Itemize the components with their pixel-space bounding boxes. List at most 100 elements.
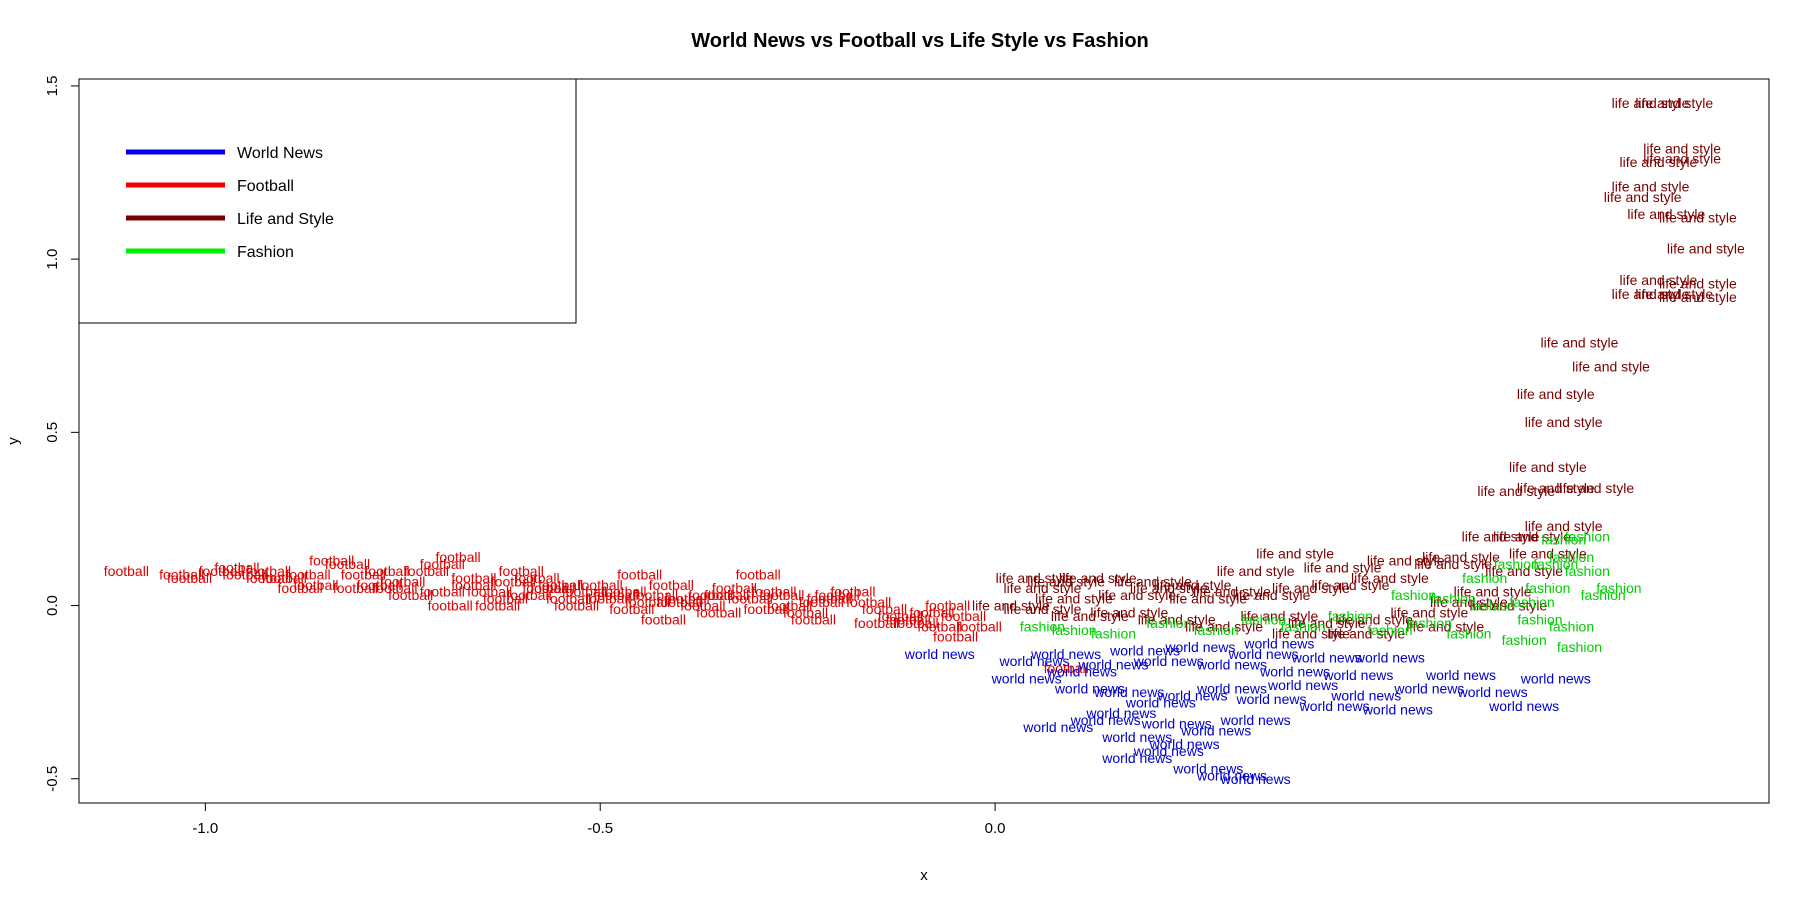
data-point-label: football [530, 580, 575, 596]
data-point-label: life and style [1130, 580, 1208, 596]
data-point-label: life and style [1367, 553, 1445, 569]
x-tick-label: -0.5 [587, 820, 613, 837]
data-point-label: football [293, 577, 338, 593]
data-point-label: football [246, 570, 291, 586]
data-point-label: football [941, 608, 986, 624]
legend: World News Football Life and Style Fashi… [78, 78, 577, 324]
data-point-label: football [538, 577, 583, 593]
data-point-label: football [104, 563, 149, 579]
data-point-label: football [483, 591, 528, 607]
data-point-label: life and style [1604, 189, 1682, 205]
data-point-label: fashion [1280, 618, 1325, 634]
data-point-label: football [562, 584, 607, 600]
data-point-label: life and style [1090, 604, 1168, 620]
data-point-label: football [815, 587, 860, 603]
data-point-label: fashion [1470, 598, 1515, 614]
x-axis: -1.0 -0.5 0.0 [192, 802, 1006, 837]
data-point-label: football [420, 556, 465, 572]
data-point-label: life and style [1288, 615, 1366, 631]
y-axis-label: y [5, 437, 22, 445]
data-point-label: world news [1101, 729, 1172, 745]
data-point-label: life and style [1454, 584, 1532, 600]
data-point-label: fashion [1557, 639, 1602, 655]
data-point-label: football [159, 566, 204, 582]
data-point-label: life and style [1659, 210, 1737, 226]
y-tick-label: 0.5 [44, 422, 61, 443]
data-point-label: life and style [1233, 587, 1311, 603]
data-point-label: fashion [1581, 587, 1626, 603]
data-point-label: life and style [1138, 611, 1216, 627]
data-point-label: fashion [1549, 549, 1594, 565]
data-point-label: life and style [1541, 334, 1619, 350]
data-point-label: football [262, 570, 307, 586]
data-point-label: football [680, 598, 725, 614]
data-point-label: life and style [1059, 570, 1137, 586]
data-point-label: world news [1164, 639, 1235, 655]
data-point-label: football [278, 580, 323, 596]
data-point-label: life and style [1525, 518, 1603, 534]
data-point-label: fashion [1541, 532, 1586, 548]
data-point-label: world news [1046, 663, 1117, 679]
data-point-label: fashion [1091, 625, 1136, 641]
data-point-label: life and style [1462, 528, 1540, 544]
data-point-label: world news [999, 653, 1070, 669]
data-point-label: life and style [1635, 286, 1713, 302]
data-point-label: life and style [1627, 206, 1705, 222]
data-point-label: fashion [1407, 615, 1452, 631]
data-point-label: football [380, 573, 425, 589]
data-point-label: world news [1196, 656, 1267, 672]
data-point-label: football [451, 577, 496, 593]
data-point-label: life and style [1193, 584, 1271, 600]
data-point-label: football [428, 598, 473, 614]
data-point-label: football [649, 577, 694, 593]
data-point-label: life and style [1035, 591, 1113, 607]
data-point-label: football [514, 570, 559, 586]
y-axis: -0.5 0.0 0.5 1.0 1.5 [44, 75, 80, 792]
data-point-label: football [633, 587, 678, 603]
data-point-label: world news [1022, 719, 1093, 735]
data-point-label: football [665, 591, 710, 607]
data-point-label: world news [1078, 656, 1149, 672]
data-point-label: fashion [1194, 622, 1239, 638]
data-point-label: football [862, 601, 907, 617]
data-point-label: life and style [1414, 556, 1492, 572]
data-point-label: world news [1070, 712, 1141, 728]
data-point-label: life and style [1240, 608, 1318, 624]
data-point-label: life and style [996, 570, 1074, 586]
data-point-label: life and style [1525, 414, 1603, 430]
data-point-label: life and style [1391, 604, 1469, 620]
data-point-label: world news [1093, 684, 1164, 700]
legend-entry-fashion: Fashion [126, 244, 294, 261]
data-point-label: football [783, 604, 828, 620]
data-point-label: football [388, 587, 433, 603]
data-point-label: life and style [1256, 546, 1334, 562]
data-point-label: life and style [1272, 580, 1350, 596]
data-point-label: fashion [1525, 580, 1570, 596]
data-point-label: world news [1299, 698, 1370, 714]
legend-entry-world-news: World News [126, 145, 323, 162]
data-point-label: football [704, 587, 749, 603]
data-point-label: football [759, 587, 804, 603]
data-point-label: life and style [1185, 618, 1263, 634]
data-point-label: football [333, 580, 378, 596]
legend-label-fashion: Fashion [237, 244, 294, 261]
data-point-label: life and style [1643, 151, 1721, 167]
data-point-label: world news [1133, 653, 1204, 669]
x-tick-label: -1.0 [192, 820, 218, 837]
legend-label-football: Football [237, 178, 294, 195]
data-point-label: life and style [1659, 289, 1737, 305]
data-point-label: world news [1180, 722, 1251, 738]
data-point-label: life and style [1051, 608, 1129, 624]
data-point-label: life and style [1312, 577, 1390, 593]
data-point-label: football [404, 563, 449, 579]
data-point-label: fashion [1431, 591, 1476, 607]
data-point-label: fashion [1391, 587, 1436, 603]
data-point-label: fashion [1502, 632, 1547, 648]
data-point-label: fashion [1328, 608, 1373, 624]
data-point-label: football [1044, 660, 1089, 676]
data-point-label: football [325, 556, 370, 572]
data-point-label: world news [1354, 650, 1425, 666]
data-point-label: football [957, 618, 1002, 634]
